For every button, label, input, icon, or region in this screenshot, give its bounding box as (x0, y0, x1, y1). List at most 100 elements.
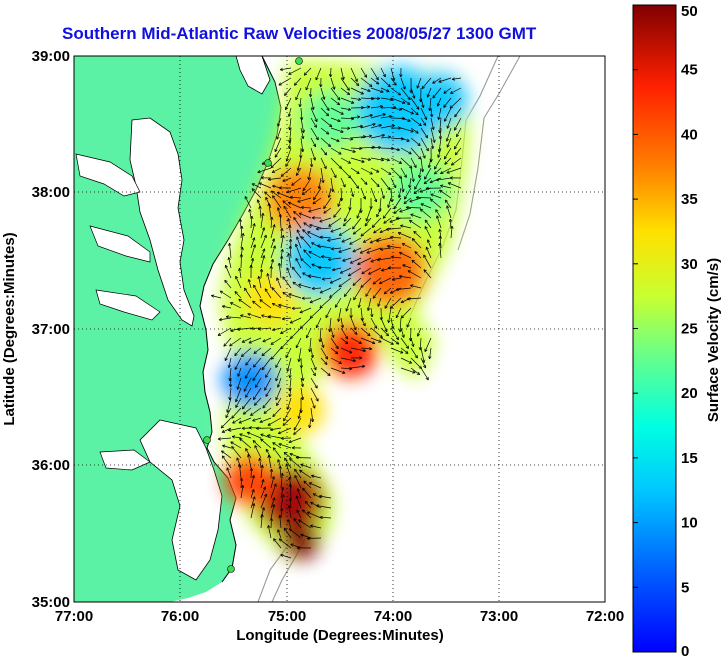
velocity-arrow (444, 147, 452, 160)
velocity-arrow-head (298, 283, 302, 287)
velocity-arrow (370, 147, 382, 149)
velocity-arrow (286, 187, 302, 193)
velocity-arrow-head (397, 92, 402, 96)
velocity-arrow-head (414, 251, 418, 255)
velocity-arrow-head (392, 77, 396, 81)
velocity-arrow-head (310, 524, 314, 528)
velocity-arrow (349, 197, 352, 210)
velocity-arrow (279, 213, 282, 229)
velocity-arrow-head (296, 229, 300, 233)
velocity-arrow-head (234, 352, 238, 357)
velocity-arrow-head (274, 148, 278, 153)
velocity-arrow-head (249, 467, 254, 471)
velocity-arrow (262, 397, 272, 409)
velocity-arrow-head (293, 216, 297, 221)
velocity-arrow (446, 167, 462, 174)
velocity-arrow-head (436, 103, 440, 107)
velocity-arrow-head (356, 115, 361, 119)
velocity-arrow (321, 256, 332, 259)
velocity-arrow-head (280, 227, 284, 232)
velocity-arrow-head (342, 370, 346, 374)
velocity-arrow (370, 317, 378, 329)
velocity-arrow-head (310, 354, 315, 359)
velocity-arrow (343, 207, 352, 222)
velocity-arrow (380, 115, 392, 119)
velocity-arrow (410, 117, 422, 127)
velocity-arrow-head (300, 463, 304, 467)
velocity-arrow-head (372, 295, 376, 299)
velocity-arrow (308, 207, 322, 212)
velocity-arrow-head (439, 189, 443, 193)
velocity-arrow-head (407, 270, 411, 274)
velocity-arrow (219, 317, 232, 321)
velocity-arrow-head (289, 320, 294, 324)
velocity-arrow (232, 436, 242, 439)
velocity-arrow-head (265, 196, 269, 201)
velocity-arrow-head (244, 287, 248, 292)
velocity-arrow (295, 87, 302, 101)
velocity-arrow-head (409, 165, 413, 169)
velocity-arrow-head (456, 133, 460, 138)
velocity-arrow-head (300, 533, 304, 537)
velocity-arrow-head (356, 170, 360, 174)
velocity-arrow (320, 347, 329, 360)
velocity-arrow-head (273, 538, 277, 542)
velocity-arrow (319, 495, 332, 499)
velocity-arrow (343, 217, 352, 227)
velocity-arrow-head (300, 383, 304, 388)
velocity-arrow (454, 137, 462, 150)
radar-site-marker (203, 436, 211, 444)
velocity-arrow-head (371, 224, 376, 228)
velocity-arrow-head (308, 482, 313, 486)
velocity-arrow-head (307, 274, 312, 278)
velocity-arrow (317, 267, 332, 269)
velocity-arrow (416, 77, 422, 89)
velocity-arrow-head (293, 518, 297, 522)
velocity-arrow (268, 455, 272, 469)
velocity-arrow (296, 509, 302, 519)
velocity-arrow (360, 123, 376, 129)
velocity-arrow-head (241, 405, 246, 410)
velocity-arrow-head (375, 76, 379, 81)
velocity-arrow (330, 107, 344, 115)
velocity-arrow-head (445, 138, 450, 142)
velocity-arrow (286, 267, 292, 279)
bay-tributary-1 (75, 153, 141, 197)
velocity-arrow (395, 307, 402, 319)
velocity-arrow (310, 117, 317, 128)
velocity-arrow (277, 529, 282, 539)
velocity-arrow-head (272, 447, 277, 451)
velocity-arrow-head (287, 113, 292, 117)
velocity-arrow-head (453, 146, 457, 150)
velocity-arrow (287, 519, 292, 529)
velocity-arrow-head (393, 82, 397, 86)
velocity-arrow (278, 304, 292, 309)
velocity-arrow (427, 87, 432, 98)
velocity-arrow (258, 276, 262, 289)
velocity-arrow (244, 287, 252, 299)
velocity-arrow (239, 218, 242, 229)
velocity-arrow (311, 475, 322, 479)
velocity-arrow (350, 67, 358, 82)
velocity-arrow (275, 357, 282, 368)
velocity-arrow (312, 197, 322, 205)
velocity-arrow-head (270, 164, 274, 169)
velocity-arrow-head (279, 67, 284, 72)
velocity-arrow (322, 277, 332, 280)
velocity-arrow (272, 195, 282, 209)
velocity-arrow (309, 337, 312, 352)
velocity-arrow-head (278, 465, 282, 469)
velocity-arrow (328, 187, 332, 198)
velocity-arrow-head (368, 271, 372, 275)
velocity-arrow (360, 157, 371, 161)
velocity-arrow (293, 427, 302, 435)
velocity-arrow (270, 517, 272, 529)
velocity-arrow-head (395, 287, 400, 292)
velocity-arrow-head (281, 234, 285, 239)
velocity-arrow-head (277, 262, 282, 267)
velocity-arrow (313, 187, 322, 200)
velocity-arrow-head (378, 123, 382, 128)
velocity-arrow-head (438, 242, 442, 247)
velocity-arrow-head (306, 536, 310, 541)
velocity-arrow-head (424, 116, 428, 120)
